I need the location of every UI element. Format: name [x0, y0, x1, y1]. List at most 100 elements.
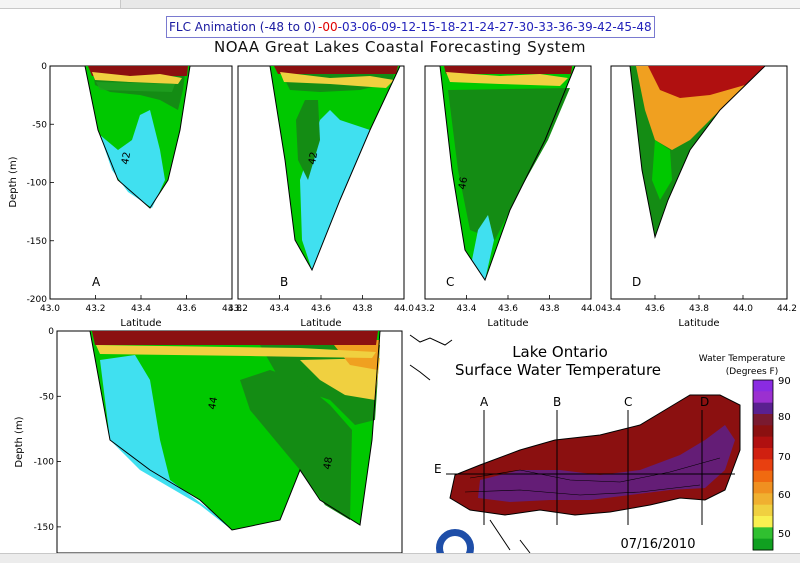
x-tick-label: 43.8 [689, 304, 709, 314]
x-tick-label: 43.6 [645, 304, 665, 314]
panel-c-letter: C [446, 275, 454, 289]
panel-b-surface [274, 66, 398, 74]
browser-tab[interactable] [380, 0, 800, 8]
panel-b-band [296, 100, 320, 180]
colorbar-title-line1: Water Temperature [699, 354, 786, 364]
map-transect-e: E [434, 462, 442, 476]
colorbar-frame [752, 379, 774, 551]
panel-e-band-mid [240, 370, 352, 520]
x-tick-label: 43.8 [222, 304, 242, 314]
x-tick-label: 43.4 [601, 304, 621, 314]
panel-a-surface [88, 66, 188, 76]
colorbar-band [753, 380, 773, 392]
frame-separator: - [632, 20, 637, 34]
animation-frame-link[interactable]: 21 [459, 20, 476, 34]
panel-e-contour-label: 48 [322, 456, 335, 470]
x-tick-label: 43.0 [40, 304, 60, 314]
animation-frame-link[interactable]: 24 [479, 20, 495, 34]
panel-e-cold [100, 355, 232, 530]
y-tick-label: -100 [27, 179, 48, 189]
y-tick-label: 0 [41, 62, 47, 72]
animation-frame-link[interactable]: 36 [557, 20, 574, 34]
x-tick-label: 44.2 [777, 304, 797, 314]
x-tick-label: 43.6 [311, 304, 331, 314]
animation-frame-link[interactable]: 39 [577, 20, 593, 34]
animation-frame-link[interactable]: 48 [636, 20, 652, 34]
panel-a-ylabel: Depth (m) [8, 156, 19, 207]
animation-frame-link[interactable]: -00 [318, 20, 338, 34]
panel-b-thermocline [280, 72, 394, 88]
x-tick-label: 43.8 [352, 304, 372, 314]
map-transect-b: B [553, 395, 561, 409]
panel-c-contour-label: 46 [457, 176, 470, 190]
frame-separator: - [416, 20, 421, 34]
panel-e: 44 48 [56, 330, 403, 554]
panel-a-letter: A [92, 275, 101, 289]
animation-frame-link[interactable]: 06 [361, 20, 377, 34]
animation-link[interactable]: FLC Animation (-48 to 0) [169, 20, 317, 34]
panel-e-thermocline [96, 345, 376, 358]
colorbar-band [753, 436, 773, 449]
frame-separator: - [573, 20, 578, 34]
panel-a-outline [84, 66, 191, 209]
map-transect-c: C [624, 395, 632, 409]
panel-a-cold [100, 110, 165, 208]
panel-a: 42 A [49, 65, 233, 300]
map-coastline [409, 334, 453, 346]
panel-b-contour-label: 42 [307, 151, 320, 165]
x-tick-label: 43.4 [456, 304, 476, 314]
animation-frame-link[interactable]: 33 [538, 20, 554, 34]
map-transect-d: D [700, 395, 709, 409]
animation-frame-link[interactable]: 45 [616, 20, 633, 34]
panel-d-hot [648, 66, 765, 98]
x-tick-label: 43.2 [85, 304, 105, 314]
colorbar-band [753, 425, 773, 438]
map-transect-a: A [480, 395, 489, 409]
animation-control: FLC Animation (-48 to 0) -00-03-06-09-12… [166, 16, 655, 38]
frame-separator: - [494, 20, 499, 34]
animation-frame-link[interactable]: 30 [518, 20, 534, 34]
colorbar-band [753, 414, 773, 426]
colorbar-tick: 90 [778, 376, 791, 387]
x-tick-label: 44.0 [394, 304, 414, 314]
colorbar-tick: 70 [778, 452, 791, 463]
frame-separator: - [435, 20, 441, 34]
panel-e-outline [89, 331, 381, 531]
panel-d-band [652, 140, 672, 200]
lake-map: A B C D E Lake Ontario Surface Water Tem… [409, 334, 741, 562]
colorbar: Water Temperature (Degrees F) 90 80 70 6… [699, 354, 791, 551]
animation-frame-link[interactable]: 12 [400, 20, 417, 34]
frame-separator: - [455, 20, 460, 34]
colorbar-band [753, 470, 773, 483]
lake-warm-core [478, 425, 735, 502]
map-date: 07/16/2010 [621, 537, 696, 552]
y-tick-label: -150 [34, 523, 55, 533]
colorbar-band [753, 493, 773, 506]
animation-frame-link[interactable]: 42 [597, 20, 613, 34]
map-coastline [489, 519, 531, 554]
x-tick-label: 43.4 [269, 304, 289, 314]
animation-frame-link[interactable]: 27 [499, 20, 515, 34]
x-tick-label: 44.0 [733, 304, 753, 314]
colorbar-band [753, 391, 773, 404]
map-coastline [409, 364, 431, 381]
x-tick-label: 43.4 [131, 304, 151, 314]
colorbar-tick: 50 [778, 529, 791, 540]
frame-separator: - [514, 20, 519, 34]
animation-frame-link[interactable]: 03 [342, 20, 358, 34]
x-tick-label: 43.2 [228, 304, 248, 314]
x-tick-label: 43.6 [176, 304, 196, 314]
colorbar-band [753, 516, 773, 528]
x-tick-label: 43.6 [498, 304, 518, 314]
browser-tab[interactable] [0, 0, 121, 8]
panel-a-contour-label: 42 [120, 151, 133, 165]
panel-c-thermocline [446, 72, 568, 86]
animation-frame-link[interactable]: 18 [440, 20, 456, 34]
animation-frame-link[interactable]: 15 [420, 20, 436, 34]
panel-a-band [96, 82, 175, 92]
frame-separator: - [592, 20, 598, 34]
panel-b: 42 B [237, 65, 405, 300]
browser-status-bar [0, 553, 800, 563]
animation-frame-link[interactable]: 09 [381, 20, 397, 34]
